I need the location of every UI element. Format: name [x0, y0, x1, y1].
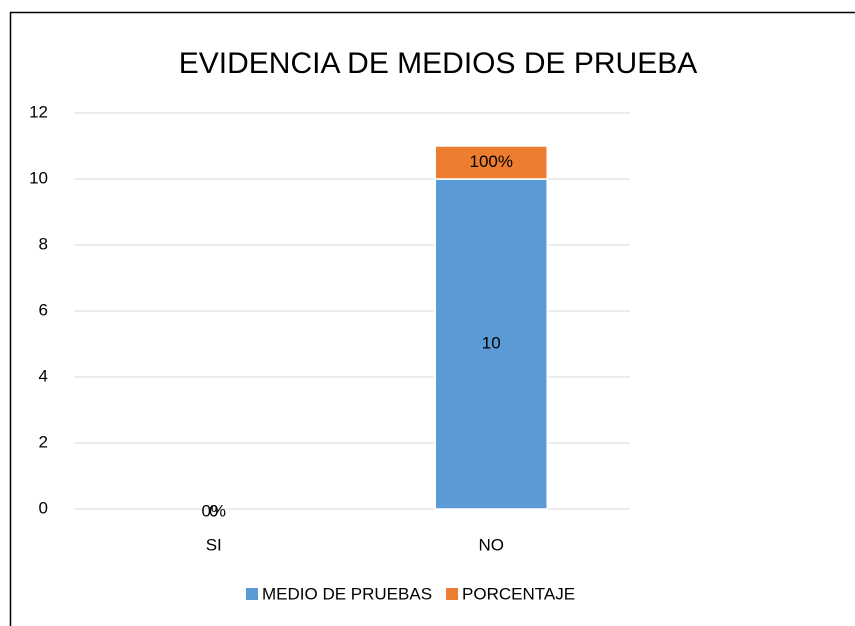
data-label: 100%: [470, 152, 513, 171]
y-tick-label: 10: [29, 168, 48, 187]
bar-segment: [434, 145, 548, 180]
y-tick-label: 8: [39, 234, 48, 253]
data-label: 0%: [201, 501, 226, 520]
data-label: 10: [482, 333, 501, 352]
chart-border: [9, 11, 855, 626]
legend-label: PORCENTAJE: [462, 584, 575, 603]
y-tick-label: 0: [39, 498, 48, 517]
x-tick-label: NO: [479, 535, 505, 554]
data-label: 0: [209, 501, 218, 520]
y-tick-label: 12: [29, 102, 48, 121]
legend-label: MEDIO DE PRUEBAS: [262, 584, 432, 603]
chart-title: EVIDENCIA DE MEDIOS DE PRUEBA: [179, 47, 697, 80]
legend-swatch: [446, 588, 459, 600]
legend-swatch: [246, 588, 258, 600]
y-tick-label: 4: [39, 366, 48, 385]
y-tick-label: 2: [39, 432, 48, 451]
y-tick-label: 6: [39, 300, 48, 319]
x-tick-label: SI: [206, 535, 222, 554]
